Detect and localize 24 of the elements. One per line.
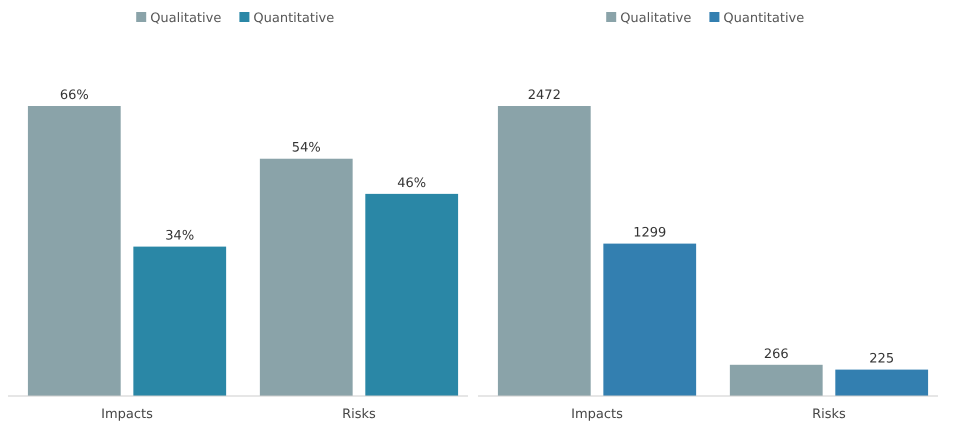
bar [133,246,226,396]
bar [365,194,458,396]
data-label: 2472 [527,88,560,103]
bar [602,244,696,396]
bar [28,106,121,396]
x-tick-label: Impacts [570,407,623,422]
x-tick-label: Risks [812,407,846,422]
x-tick-label: Impacts [101,407,154,422]
data-label: 266 [763,346,788,362]
bar [497,106,590,396]
x-tick-label: Risks [342,407,376,422]
bar [834,370,928,396]
data-label: 54% [292,140,321,156]
bar [729,364,822,396]
data-label: 1299 [632,226,666,241]
legend-label: Quantitative [253,11,334,26]
legend-label: Qualitative [150,11,222,26]
bar [260,158,353,396]
data-label: 66% [60,88,89,103]
legend-label: Qualitative [620,11,691,26]
data-label: 34% [165,228,194,244]
data-label: 46% [397,176,426,191]
data-label: 225 [868,352,894,367]
legend-label: Quantitative [722,11,804,26]
